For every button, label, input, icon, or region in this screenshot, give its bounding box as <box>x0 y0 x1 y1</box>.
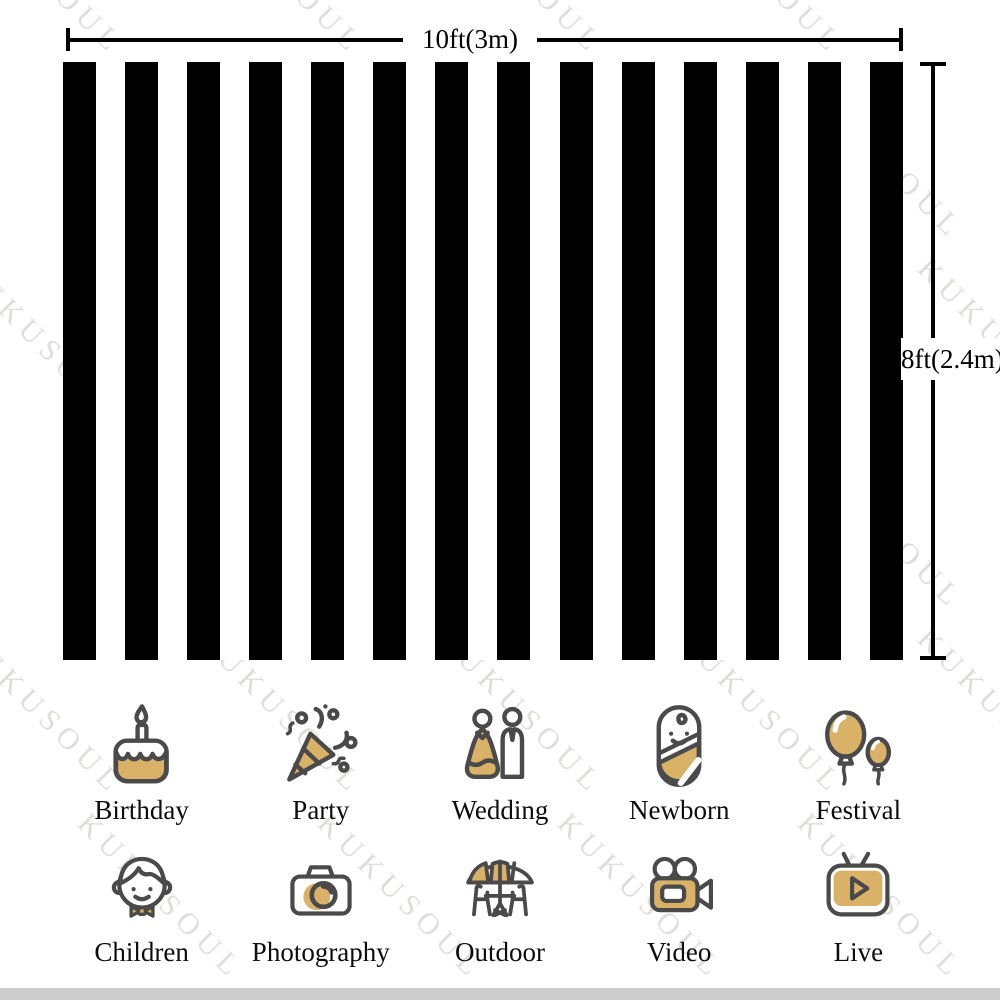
category-row-2: Children Photography <box>0 848 1000 968</box>
watermark-text: KUKUSOUL <box>190 0 371 62</box>
backdrop-stripe <box>745 62 779 660</box>
category-label: Festival <box>815 795 902 825</box>
video-camera-icon <box>650 856 714 913</box>
watermark-text: KUKUSOUL <box>670 0 851 62</box>
backdrop-stripe <box>187 62 221 660</box>
backdrop-stripe <box>683 62 717 660</box>
backdrop-stripes <box>63 62 903 660</box>
category-newborn: Newborn <box>590 702 769 826</box>
backdrop-stripe <box>807 62 841 660</box>
category-party: Party <box>231 702 410 826</box>
category-wedding: Wedding <box>410 702 589 826</box>
backdrop-stripe <box>869 62 903 660</box>
newborn-baby-icon <box>656 705 702 787</box>
width-dimension-label: 10ft(3m) <box>403 24 537 55</box>
category-label: Party <box>292 795 350 825</box>
birthday-cake-icon <box>112 704 169 784</box>
category-label: Video <box>647 937 712 967</box>
category-label: Birthday <box>94 795 189 825</box>
festival-balloons-icon <box>825 710 892 786</box>
backdrop-stripe <box>435 62 469 660</box>
height-dimension-cap-top <box>920 62 946 66</box>
height-dimension-label: 8ft(2.4m) <box>901 338 1000 380</box>
category-live: Live <box>769 848 948 968</box>
wedding-couple-icon <box>464 706 525 779</box>
category-label: Newborn <box>628 795 730 825</box>
category-video: Video <box>590 848 769 968</box>
photography-camera-icon <box>290 865 352 916</box>
party-popper-icon <box>285 704 358 782</box>
category-label: Wedding <box>451 795 549 825</box>
category-label: Live <box>833 937 884 967</box>
category-label: Children <box>94 937 189 967</box>
outdoor-table-icon <box>466 859 534 918</box>
category-label: Photography <box>251 937 390 967</box>
backdrop-stripe <box>559 62 593 660</box>
category-outdoor: Outdoor <box>410 848 589 968</box>
live-tv-icon <box>826 851 890 917</box>
width-dimension-tick-left <box>66 28 70 51</box>
bottom-divider-bar <box>0 988 1000 1000</box>
watermark-text: KUKUSOUL <box>910 0 1000 62</box>
backdrop-stripe <box>249 62 283 660</box>
height-dimension-cap-bottom <box>920 656 946 660</box>
category-row-1: Birthday Party <box>0 702 1000 826</box>
children-face-icon <box>111 856 172 918</box>
category-children: Children <box>52 848 231 968</box>
backdrop-stripe <box>125 62 159 660</box>
backdrop-stripe <box>621 62 655 660</box>
category-photography: Photography <box>231 848 410 968</box>
width-dimension-tick-right <box>899 28 903 51</box>
backdrop-stripe <box>373 62 407 660</box>
backdrop-stripe <box>497 62 531 660</box>
category-birthday: Birthday <box>52 702 231 826</box>
category-label: Outdoor <box>455 937 545 967</box>
backdrop-stripe <box>311 62 345 660</box>
backdrop-stripe <box>63 62 96 660</box>
category-festival: Festival <box>769 702 948 826</box>
